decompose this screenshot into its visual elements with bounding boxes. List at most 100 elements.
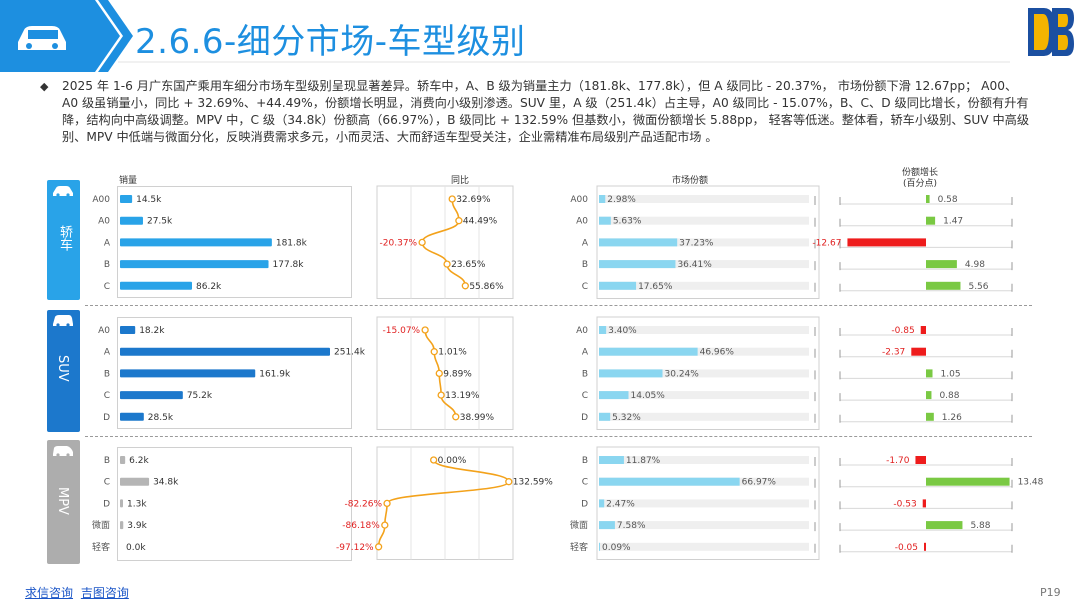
sales-label: 14.5k <box>136 195 162 205</box>
share-label: 37.23% <box>679 238 714 248</box>
change-label: -2.37 <box>882 348 905 358</box>
yoy-point <box>437 391 445 399</box>
share-bar <box>599 391 629 400</box>
share-label: 30.24% <box>665 369 700 379</box>
yoy-point <box>435 369 443 378</box>
category-label: C <box>582 478 588 488</box>
yoy-label: -15.07% <box>383 326 421 336</box>
category-label: B <box>582 369 588 379</box>
share-bar <box>599 260 676 269</box>
yoy-line <box>377 459 510 547</box>
change-label: 0.58 <box>938 195 958 205</box>
share-bar <box>599 521 615 530</box>
header-share-change-line1: 份额增长 <box>901 168 938 178</box>
share-bar <box>599 369 663 378</box>
sales-bar <box>120 499 123 508</box>
change-bar-positive <box>926 281 961 290</box>
share-bar <box>599 238 678 247</box>
summary-body: 2025 年 1-6 月广东国产乘用车细分市场车型级别呈现显著差异。轿车中，A、… <box>62 79 1030 144</box>
sales-bar <box>120 456 126 464</box>
category-label: B <box>582 260 588 270</box>
share-bar-track <box>599 391 809 400</box>
brand-logo <box>1028 8 1074 56</box>
category-label: 轻客 <box>570 541 588 553</box>
change-label: 4.98 <box>965 260 985 270</box>
sales-label: 0.0k <box>126 543 146 553</box>
yoy-label: 1.01% <box>438 348 467 358</box>
share-bar-track <box>599 326 809 334</box>
share-label: 66.97% <box>742 478 777 488</box>
share-label: 7.58% <box>617 521 646 531</box>
share-bar <box>599 456 624 464</box>
category-label: A <box>104 238 111 248</box>
yoy-point <box>455 217 463 225</box>
header-yoy: 同比 <box>450 176 469 186</box>
category-label: A00 <box>92 195 110 205</box>
sales-bar <box>120 195 133 203</box>
mpv-icon <box>53 446 73 457</box>
change-label: 5.88 <box>970 521 990 531</box>
share-bar-track <box>599 347 809 356</box>
yoy-label: 0.00% <box>438 456 467 466</box>
share-bar-track <box>599 369 809 378</box>
share-bar <box>599 477 740 486</box>
yoy-point <box>381 521 389 529</box>
sales-bar <box>120 347 330 356</box>
sales-bar <box>120 238 272 247</box>
share-label: 2.98% <box>607 195 636 205</box>
category-label: C <box>582 282 588 292</box>
yoy-point <box>374 543 383 551</box>
yoy-point <box>448 195 456 203</box>
segment-label-sedan: 轿车 <box>57 225 72 251</box>
yoy-label: -97.12% <box>336 543 374 553</box>
change-bar-positive <box>926 477 1010 486</box>
sales-label: 181.8k <box>276 238 308 248</box>
category-label: D <box>581 413 588 423</box>
share-bar-track <box>599 195 809 203</box>
share-label: 3.40% <box>608 326 637 336</box>
category-label: A0 <box>576 217 588 227</box>
change-label: -1.70 <box>886 456 910 466</box>
share-bar-track <box>599 281 809 290</box>
sales-label: 27.5k <box>147 217 173 227</box>
share-label: 36.41% <box>677 260 712 270</box>
sales-label: 75.2k <box>187 391 213 401</box>
yoy-label: 9.89% <box>443 369 472 379</box>
share-bar <box>599 195 606 203</box>
category-label: A <box>582 348 589 358</box>
share-bar <box>599 326 607 334</box>
category-label: A <box>104 348 111 358</box>
footer-link-qiuxin[interactable]: 求信咨询 <box>25 586 74 600</box>
sales-label: 86.2k <box>196 282 222 292</box>
header-share-change-line2: (百分点) <box>902 179 938 189</box>
sales-label: 28.5k <box>148 413 174 423</box>
yoy-label: 132.59% <box>513 478 553 488</box>
share-bar <box>599 542 600 551</box>
sales-label: 1.3k <box>127 499 147 509</box>
segment-label-mpv: MPV <box>55 487 70 515</box>
separator <box>85 436 1032 437</box>
change-label: 1.47 <box>943 217 963 227</box>
sales-bar <box>120 391 183 400</box>
sales-bar <box>120 281 193 290</box>
category-label: A0 <box>98 326 110 336</box>
footer-link-jitu[interactable]: 吉图咨询 <box>80 586 129 600</box>
category-label: C <box>582 391 588 401</box>
share-label: 0.09% <box>602 543 631 553</box>
segment-suv <box>47 310 80 432</box>
category-label: 轻客 <box>92 541 110 553</box>
category-label: C <box>104 282 110 292</box>
category-label: D <box>103 499 110 509</box>
change-bar-positive <box>926 195 930 203</box>
yoy-point <box>443 260 451 268</box>
change-bar-negative <box>924 542 926 551</box>
change-label: -0.85 <box>891 326 914 336</box>
category-label: D <box>103 413 110 423</box>
change-bar-positive <box>926 260 957 269</box>
sales-label: 34.8k <box>153 478 179 488</box>
change-label: 13.48 <box>1018 478 1044 488</box>
segment-label-suv: SUV <box>55 355 70 382</box>
bullet-icon: ◆ <box>40 80 49 93</box>
sales-bar <box>120 477 150 486</box>
category-label: B <box>104 260 110 270</box>
